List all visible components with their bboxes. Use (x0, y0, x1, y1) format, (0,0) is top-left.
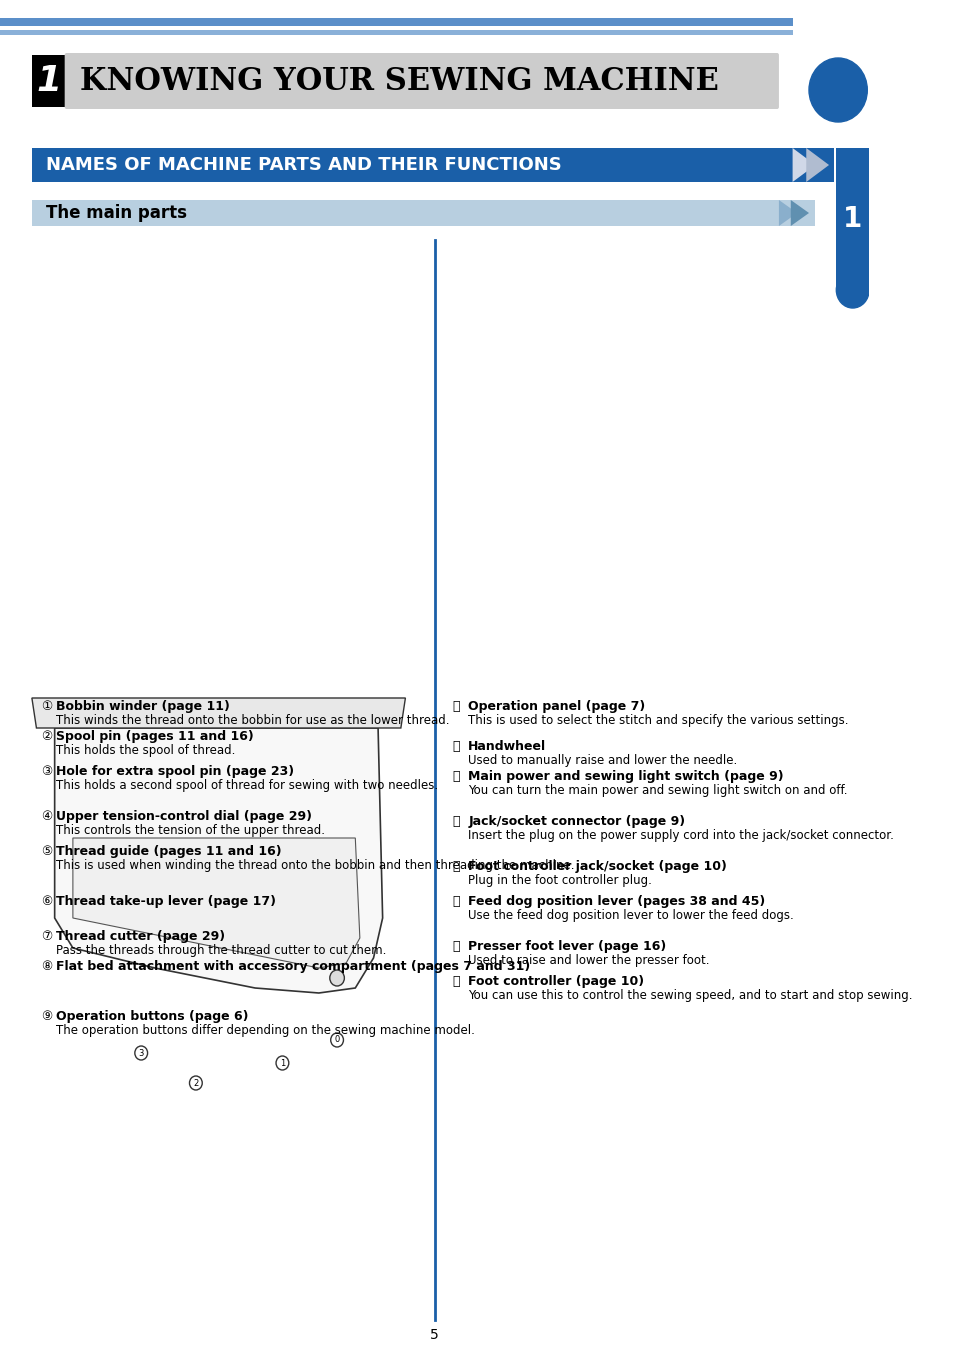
Text: ⓒ: ⓒ (453, 816, 459, 828)
Bar (31, 55, 67, 106)
Text: Upper tension-control dial (page 29): Upper tension-control dial (page 29) (56, 810, 313, 824)
Circle shape (330, 971, 344, 985)
Text: 1: 1 (842, 205, 862, 233)
Text: Operation panel (page 7): Operation panel (page 7) (468, 700, 645, 713)
Text: The main parts: The main parts (46, 204, 187, 222)
Polygon shape (792, 148, 815, 182)
Text: 5: 5 (430, 1328, 438, 1343)
Text: The operation buttons differ depending on the sewing machine model.: The operation buttons differ depending o… (56, 1024, 475, 1037)
Text: This is used when winding the thread onto the bobbin and then threading the mach: This is used when winding the thread ont… (56, 859, 575, 872)
Text: Presser foot lever (page 16): Presser foot lever (page 16) (468, 940, 666, 953)
Polygon shape (790, 200, 808, 226)
Text: ⑦: ⑦ (41, 930, 52, 944)
Text: 0: 0 (335, 1035, 339, 1045)
Polygon shape (31, 698, 405, 728)
Text: 3: 3 (138, 1049, 144, 1057)
Text: ⓔ: ⓔ (453, 895, 459, 909)
Text: Insert the plug on the power supply cord into the jack/socket connector.: Insert the plug on the power supply cord… (468, 829, 893, 842)
Text: ⓕ: ⓕ (453, 940, 459, 953)
Circle shape (190, 1076, 202, 1091)
Text: Handwheel: Handwheel (468, 740, 546, 754)
Circle shape (134, 1046, 148, 1060)
Text: Operation buttons (page 6): Operation buttons (page 6) (56, 1010, 249, 1023)
Text: Thread take-up lever (page 17): Thread take-up lever (page 17) (56, 895, 276, 909)
Bar (31, 148, 833, 182)
Text: Jack/socket connector (page 9): Jack/socket connector (page 9) (468, 816, 684, 828)
Text: Thread cutter (page 29): Thread cutter (page 29) (56, 930, 225, 944)
Polygon shape (805, 148, 828, 182)
Text: Thread guide (pages 11 and 16): Thread guide (pages 11 and 16) (56, 845, 282, 857)
Text: ③: ③ (41, 766, 52, 778)
Bar (836, 148, 868, 290)
Circle shape (836, 272, 868, 307)
Text: NAMES OF MACHINE PARTS AND THEIR FUNCTIONS: NAMES OF MACHINE PARTS AND THEIR FUNCTIO… (46, 156, 560, 174)
Text: Feed dog position lever (pages 38 and 45): Feed dog position lever (pages 38 and 45… (468, 895, 764, 909)
Text: ⑨: ⑨ (41, 1010, 52, 1023)
Text: You can use this to control the sewing speed, and to start and stop sewing.: You can use this to control the sewing s… (468, 989, 912, 1002)
Text: Flat bed attachment with accessory compartment (pages 7 and 31): Flat bed attachment with accessory compa… (56, 960, 530, 973)
Text: ⑤: ⑤ (41, 845, 52, 857)
FancyBboxPatch shape (65, 53, 778, 109)
Text: You can turn the main power and sewing light switch on and off.: You can turn the main power and sewing l… (468, 785, 847, 797)
Text: Use the feed dog position lever to lower the feed dogs.: Use the feed dog position lever to lower… (468, 909, 793, 922)
Text: ①: ① (41, 700, 52, 713)
Text: Foot controller jack/socket (page 10): Foot controller jack/socket (page 10) (468, 860, 726, 874)
Text: This holds the spool of thread.: This holds the spool of thread. (56, 744, 235, 758)
Circle shape (808, 58, 866, 123)
Text: 2: 2 (193, 1078, 198, 1088)
Text: Used to raise and lower the presser foot.: Used to raise and lower the presser foot… (468, 954, 709, 967)
Text: Hole for extra spool pin (page 23): Hole for extra spool pin (page 23) (56, 766, 294, 778)
Text: ⓑ: ⓑ (453, 770, 459, 783)
Text: ⑯: ⑯ (453, 700, 459, 713)
Text: Main power and sewing light switch (page 9): Main power and sewing light switch (page… (468, 770, 783, 783)
Polygon shape (778, 200, 797, 226)
Text: 1: 1 (279, 1058, 285, 1068)
Text: This is used to select the stitch and specify the various settings.: This is used to select the stitch and sp… (468, 714, 848, 727)
Text: ⑥: ⑥ (41, 895, 52, 909)
Text: KNOWING YOUR SEWING MACHINE: KNOWING YOUR SEWING MACHINE (80, 66, 719, 97)
Bar (0, 18, 792, 26)
Polygon shape (72, 838, 359, 968)
Text: Bobbin winder (page 11): Bobbin winder (page 11) (56, 700, 230, 713)
Circle shape (275, 1055, 289, 1070)
Text: ②: ② (41, 731, 52, 743)
Text: This holds a second spool of thread for sewing with two needles.: This holds a second spool of thread for … (56, 779, 438, 793)
Text: Foot controller (page 10): Foot controller (page 10) (468, 975, 643, 988)
Text: ④: ④ (41, 810, 52, 824)
Text: Pass the threads through the thread cutter to cut them.: Pass the threads through the thread cutt… (56, 944, 387, 957)
Text: Used to manually raise and lower the needle.: Used to manually raise and lower the nee… (468, 754, 737, 767)
Text: 1: 1 (36, 63, 62, 98)
Text: This controls the tension of the upper thread.: This controls the tension of the upper t… (56, 824, 325, 837)
Text: ⓖ: ⓖ (453, 975, 459, 988)
Text: ⑧: ⑧ (41, 960, 52, 973)
Text: This winds the thread onto the bobbin for use as the lower thread.: This winds the thread onto the bobbin fo… (56, 714, 450, 727)
Bar (31, 200, 815, 226)
Text: Spool pin (pages 11 and 16): Spool pin (pages 11 and 16) (56, 731, 253, 743)
Polygon shape (54, 728, 382, 993)
Text: ⓓ: ⓓ (453, 860, 459, 874)
Bar (0, 30, 792, 35)
Circle shape (331, 1033, 343, 1047)
Text: Plug in the foot controller plug.: Plug in the foot controller plug. (468, 874, 652, 887)
Text: ⓐ: ⓐ (453, 740, 459, 754)
